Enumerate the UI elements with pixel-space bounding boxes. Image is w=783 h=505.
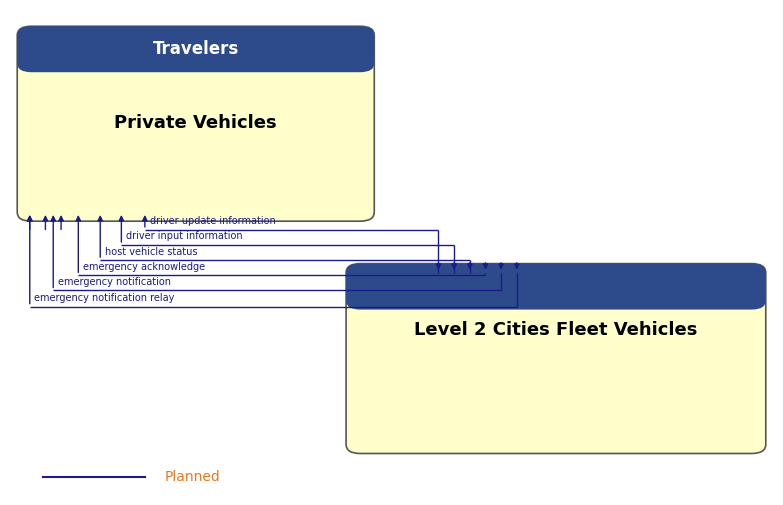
Text: Planned: Planned xyxy=(164,470,220,484)
Text: Travelers: Travelers xyxy=(153,40,239,58)
FancyBboxPatch shape xyxy=(17,26,374,72)
FancyBboxPatch shape xyxy=(346,264,766,453)
Text: emergency acknowledge: emergency acknowledge xyxy=(83,262,205,272)
Text: Private Vehicles: Private Vehicles xyxy=(114,114,277,132)
Text: driver update information: driver update information xyxy=(150,216,276,226)
Text: emergency notification: emergency notification xyxy=(58,277,171,287)
Text: driver input information: driver input information xyxy=(126,231,243,241)
FancyBboxPatch shape xyxy=(17,26,374,221)
Bar xyxy=(31,48,360,63)
Bar xyxy=(360,285,752,300)
FancyBboxPatch shape xyxy=(346,264,766,310)
Text: Level 2 Cities Fleet Vehicles: Level 2 Cities Fleet Vehicles xyxy=(414,321,698,339)
Text: emergency notification relay: emergency notification relay xyxy=(34,293,175,303)
Text: host vehicle status: host vehicle status xyxy=(105,246,197,257)
